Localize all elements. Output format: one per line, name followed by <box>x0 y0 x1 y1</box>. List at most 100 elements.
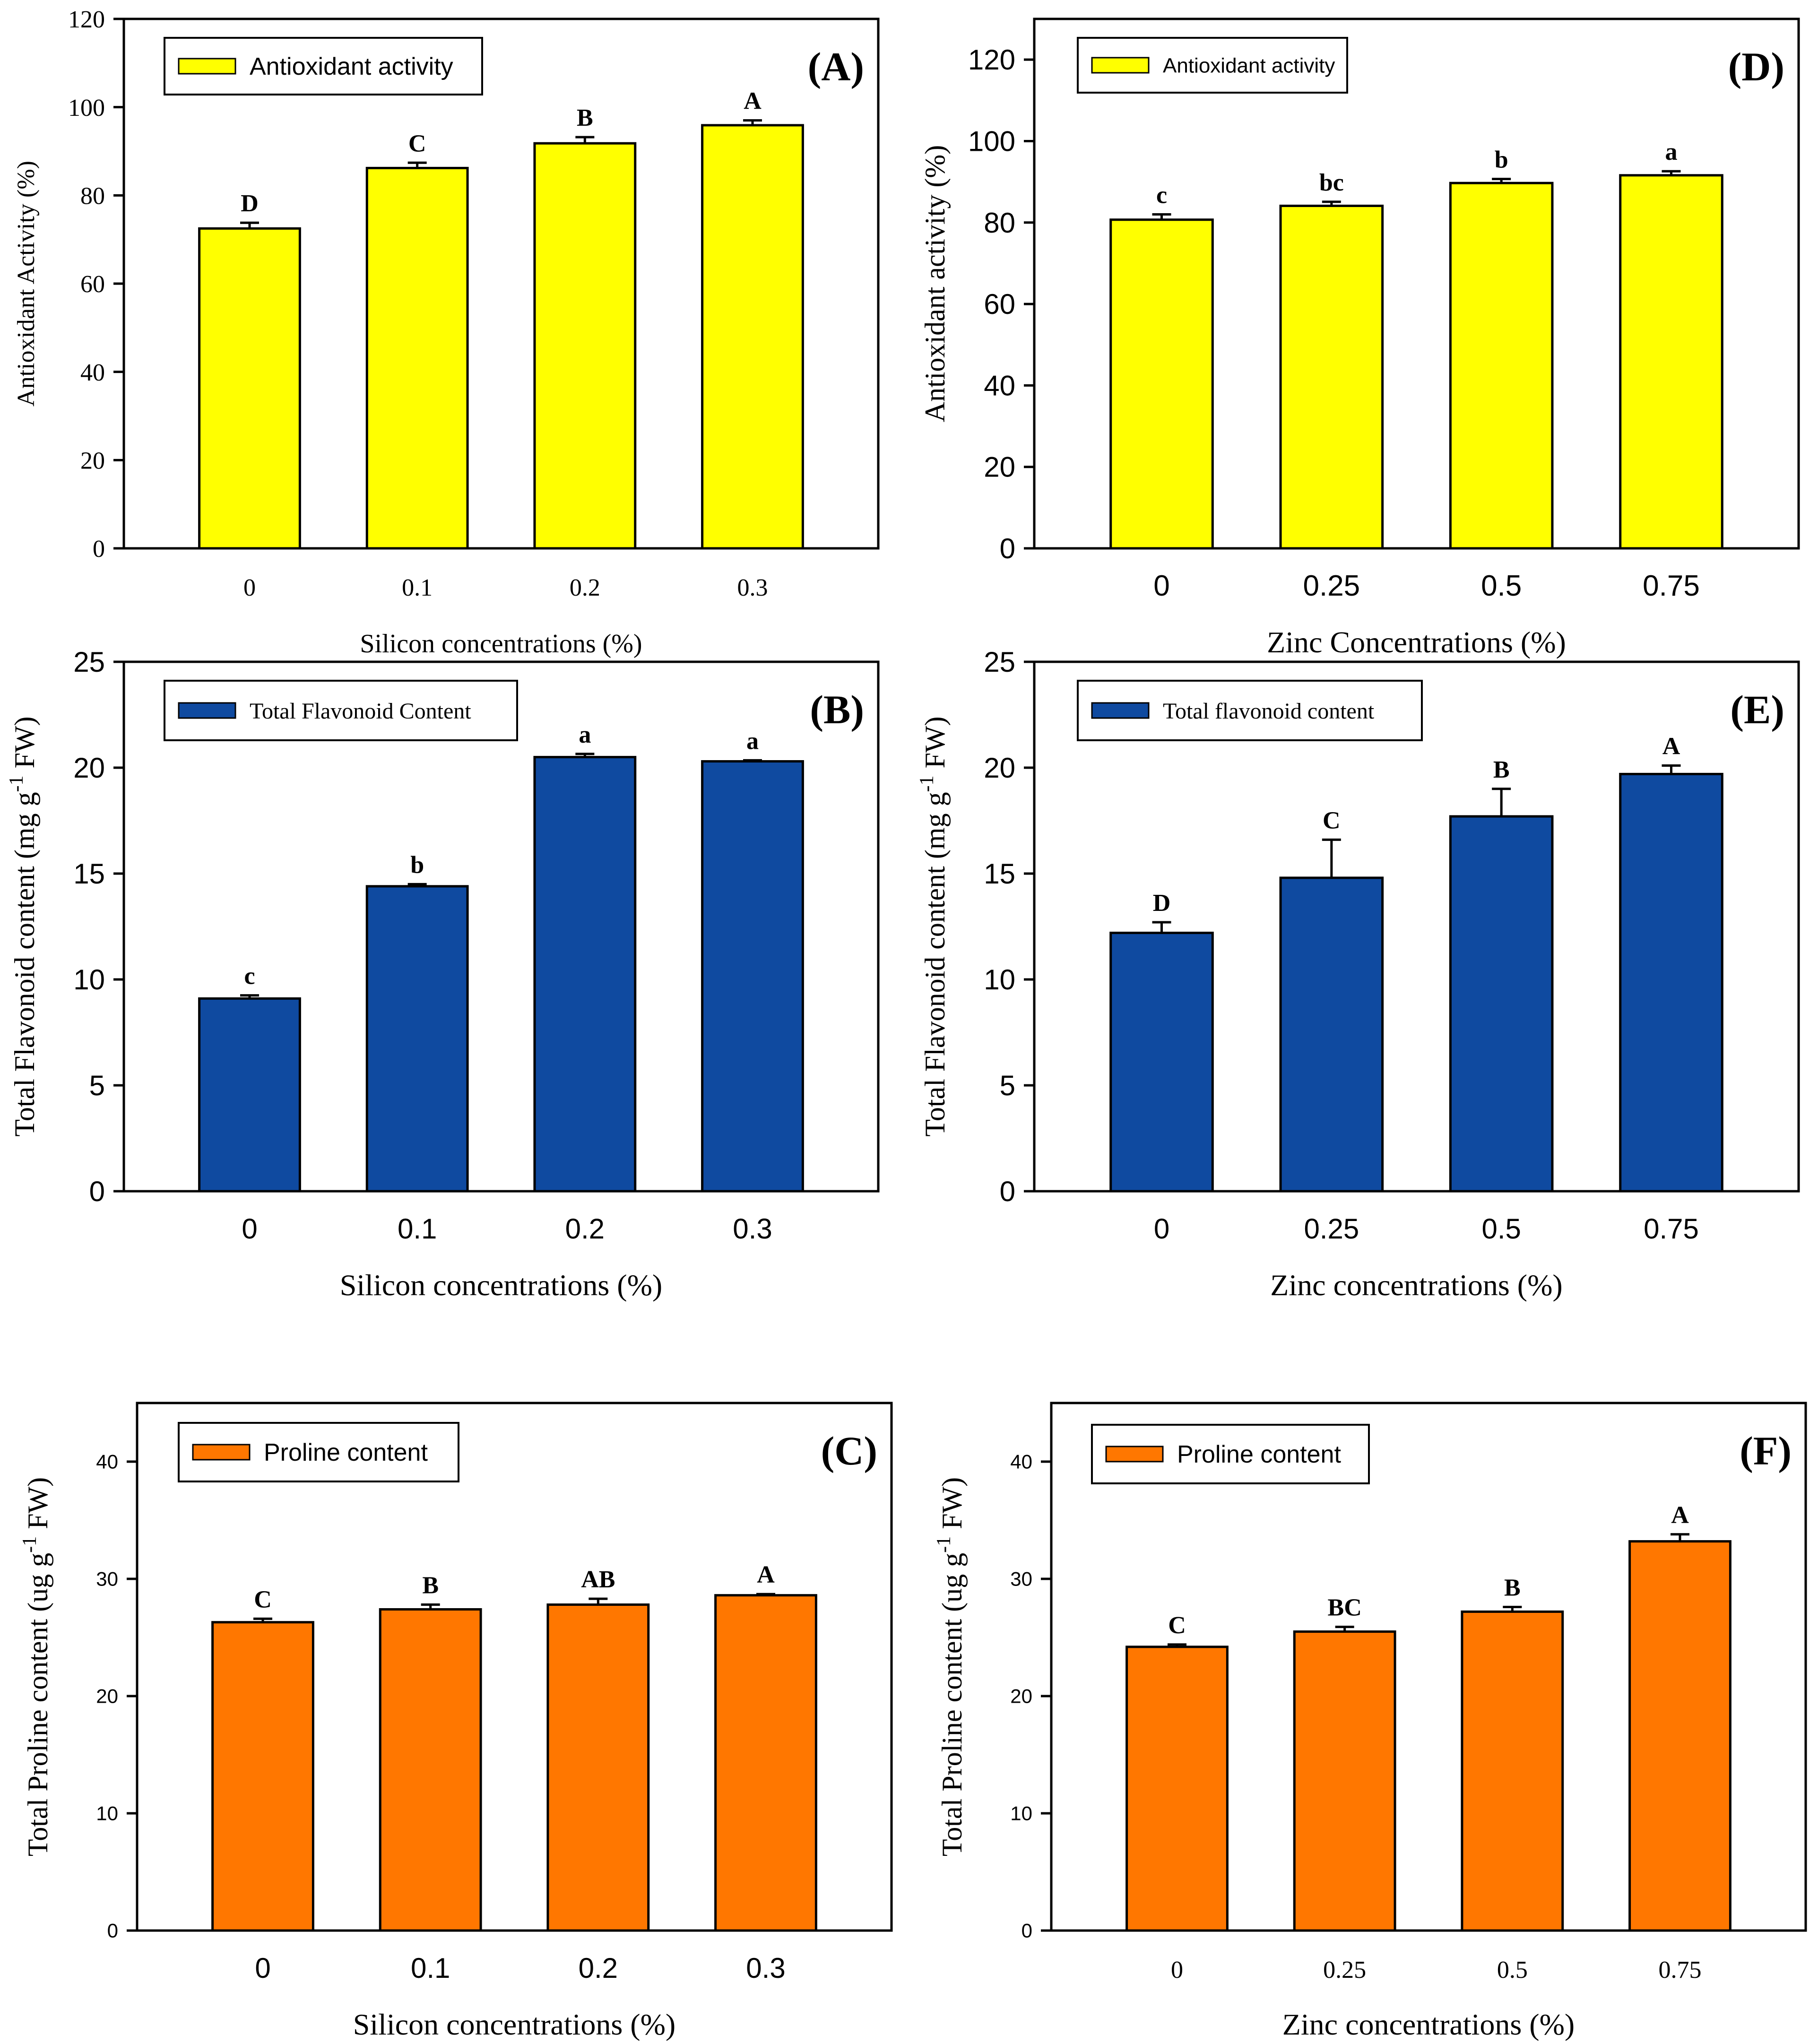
y-tick-label: 20 <box>96 1685 118 1707</box>
bar <box>365 166 469 550</box>
panel-label: (F) <box>1740 1428 1792 1473</box>
legend-label: Proline content <box>1177 1441 1341 1468</box>
significance-letter: B <box>577 104 593 131</box>
significance-letter: c <box>1156 182 1167 209</box>
chart-panel: 0 10 20 30 40 C 0 B 0.1 AB 0.2 A 0.3 Silicon concentr… <box>19 1402 893 2041</box>
bar <box>533 142 637 550</box>
y-tick-label: 0 <box>1000 533 1015 564</box>
y-tick-label: 25 <box>984 646 1015 678</box>
y-tick-label: 20 <box>73 752 105 784</box>
y-axis-label-text: Antioxidant activity (%) <box>919 145 951 423</box>
x-tick-label: 0.5 <box>1497 1957 1528 1983</box>
bar <box>533 756 637 1193</box>
y-tick-label: 60 <box>80 271 105 298</box>
significance-letter: a <box>579 721 591 748</box>
y-axis-label: Total Flavonoid content (mg g-1 FW) <box>916 716 951 1136</box>
y-axis-label: Total Proline content (ug g-1 FW) <box>19 1477 53 1856</box>
y-axis-label-text: Total Proline content (ug g <box>22 1553 53 1856</box>
x-tick-label: 0 <box>242 1213 257 1245</box>
y-tick-label: 30 <box>96 1568 118 1590</box>
chart-panel: 0 20 40 60 80 100 120 c 0 bc 0.25 b 0.5 a 0.75 Zinc Con… <box>919 17 1800 659</box>
x-tick-label: 0.1 <box>402 574 433 601</box>
y-tick-label: 120 <box>968 44 1015 76</box>
y-axis-label-tail: FW) <box>9 716 40 775</box>
x-axis-label: Silicon concentrations (%) <box>340 1268 662 1302</box>
y-tick-label: 0 <box>1022 1920 1032 1942</box>
legend-swatch <box>1091 57 1150 74</box>
y-tick-label: 120 <box>68 6 105 33</box>
y-tick-label: 0 <box>93 536 105 563</box>
y-tick-label: 10 <box>73 964 105 996</box>
bar <box>1109 218 1214 550</box>
y-tick-label: 15 <box>984 858 1015 890</box>
y-axis-label: Total Flavonoid content (mg g-1 FW) <box>6 716 40 1136</box>
legend-label: Proline content <box>264 1439 428 1466</box>
panel-label: (C) <box>821 1428 877 1473</box>
bar <box>1619 772 1723 1193</box>
y-axis-label: Antioxidant activity (%) <box>919 145 951 423</box>
legend-swatch <box>1091 702 1150 719</box>
chart-panel: 0 10 20 30 40 C 0 BC 0.25 B 0.5 A 0.75 Zinc concentra… <box>933 1402 1807 2041</box>
x-tick-label: 0.75 <box>1643 570 1700 602</box>
panel-label: (D) <box>1728 44 1784 89</box>
y-axis-label-text: Total Flavonoid content (mg g <box>919 792 951 1136</box>
significance-letter: C <box>1323 807 1341 834</box>
bar <box>714 1594 817 1932</box>
y-axis-label-superscript: -1 <box>19 1536 41 1553</box>
bar <box>1293 1630 1396 1932</box>
x-axis-label: Zinc Concentrations (%) <box>1267 625 1566 659</box>
y-axis-label-text: Total Flavonoid content (mg g <box>9 792 40 1136</box>
legend-swatch <box>192 1444 251 1461</box>
x-tick-label: 0.1 <box>398 1213 437 1245</box>
bar <box>198 227 301 550</box>
bar <box>365 885 469 1193</box>
x-tick-label: 0.25 <box>1323 1957 1366 1983</box>
y-tick-label: 100 <box>968 125 1015 157</box>
y-tick-label: 40 <box>80 359 105 386</box>
y-tick-label: 0 <box>89 1176 105 1207</box>
chart-panel: 0 20 40 60 80 100 120 D 0 C 0.1 B 0.2 A 0.3 Silicon con… <box>13 6 880 658</box>
bar <box>1619 174 1723 550</box>
significance-letter: A <box>1671 1502 1689 1529</box>
panel-label: (A) <box>808 44 864 89</box>
y-axis-label-superscript: -1 <box>916 775 938 792</box>
y-axis-label-tail: FW) <box>936 1477 968 1536</box>
x-tick-label: 0.75 <box>1659 1957 1702 1983</box>
x-axis-label: Zinc concentrations (%) <box>1270 1268 1562 1302</box>
y-axis-label: Antioxidant Activity (%) <box>13 161 40 407</box>
y-axis-label: Total Proline content (ug g-1 FW) <box>933 1477 968 1856</box>
bar <box>1279 876 1384 1193</box>
x-tick-label: 0.2 <box>579 1952 618 1984</box>
plot-frame <box>122 660 880 1193</box>
significance-letter: b <box>1495 147 1508 173</box>
significance-letter: a <box>1665 139 1678 165</box>
significance-letter: c <box>244 963 255 990</box>
bar <box>198 997 301 1193</box>
panel-label: (B) <box>810 687 864 732</box>
y-axis-label-tail: FW) <box>919 716 951 775</box>
significance-letter: A <box>744 88 762 115</box>
significance-letter: C <box>408 130 426 157</box>
y-tick-label: 0 <box>1000 1176 1015 1207</box>
y-axis-label-superscript: -1 <box>6 775 27 792</box>
legend-label: Total flavonoid content <box>1163 699 1375 724</box>
y-tick-label: 80 <box>984 207 1015 239</box>
x-axis-label: Silicon concentrations (%) <box>360 629 642 658</box>
y-axis-label-text: Antioxidant Activity (%) <box>13 161 40 407</box>
y-tick-label: 40 <box>1010 1451 1032 1473</box>
bar <box>211 1621 314 1932</box>
legend-swatch <box>1105 1446 1164 1463</box>
x-tick-label: 0.25 <box>1304 1213 1359 1245</box>
significance-letter: B <box>1493 756 1510 783</box>
significance-letter: AB <box>581 1566 615 1593</box>
legend-swatch <box>178 58 236 75</box>
plot-frame <box>1033 17 1800 550</box>
chart-panel: 0 5 10 15 20 25 D 0 C 0.25 B 0.5 A 0.75 Zinc concentra… <box>916 646 1800 1302</box>
significance-letter: A <box>757 1561 775 1588</box>
y-tick-label: 80 <box>80 183 105 210</box>
bar <box>1449 815 1554 1193</box>
x-tick-label: 0.3 <box>737 574 768 601</box>
bar <box>546 1603 650 1932</box>
y-tick-label: 40 <box>96 1451 118 1473</box>
y-tick-label: 15 <box>73 858 105 890</box>
